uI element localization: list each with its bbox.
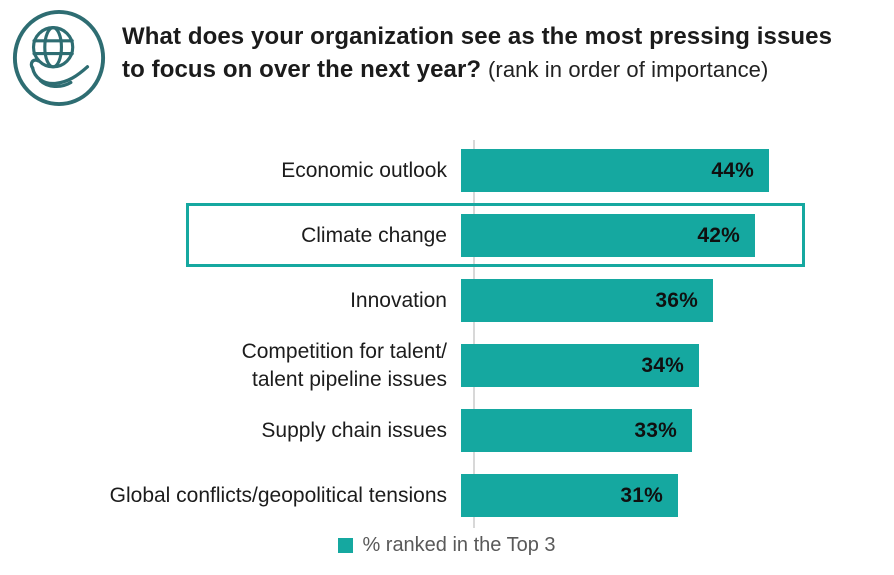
category-label: Innovation xyxy=(350,288,447,312)
value-label: 31% xyxy=(620,483,663,507)
chart-title-line2: to focus on over the next year? xyxy=(122,56,482,84)
chart-row: Economic outlook 44% xyxy=(0,138,894,203)
bar-area: 34% xyxy=(460,344,894,387)
legend-swatch xyxy=(338,538,354,553)
bar: 31% xyxy=(461,474,678,517)
legend: % ranked in the Top 3 xyxy=(0,534,894,557)
category-label: Global conflicts/geopolitical tensions xyxy=(109,483,447,507)
bar-area: 42% xyxy=(460,214,894,257)
chart-row: Climate change 42% xyxy=(0,203,894,268)
bar: 36% xyxy=(461,279,713,322)
category-label: Climate change xyxy=(301,223,447,247)
bar: 33% xyxy=(461,409,692,452)
value-label: 36% xyxy=(655,288,698,312)
globe-in-hand-icon xyxy=(10,8,108,108)
bar-area: 44% xyxy=(460,149,894,192)
bar: 42% xyxy=(461,214,755,257)
chart-rows: Economic outlook 44% Climate change 42% xyxy=(0,138,894,528)
value-label: 34% xyxy=(641,353,684,377)
bar: 34% xyxy=(461,344,699,387)
chart-title-line1: What does your organization see as the m… xyxy=(122,23,833,50)
category-label: Competition for talent/ talent pipeline … xyxy=(241,340,447,391)
category-label: Supply chain issues xyxy=(261,418,447,442)
chart-title-note: (rank in order of importance) xyxy=(487,57,769,83)
axis-baseline xyxy=(473,140,475,528)
bar-chart: Economic outlook 44% Climate change 42% xyxy=(0,138,894,528)
value-label: 42% xyxy=(697,223,740,247)
category-label: Economic outlook xyxy=(281,158,447,182)
chart-title: What does your organization see as the m… xyxy=(122,20,832,86)
header: What does your organization see as the m… xyxy=(10,8,832,108)
bar-area: 31% xyxy=(460,474,894,517)
chart-row: Supply chain issues 33% xyxy=(0,398,894,463)
chart-row: Innovation 36% xyxy=(0,268,894,333)
bar-area: 36% xyxy=(460,279,894,322)
value-label: 33% xyxy=(634,418,677,442)
bar-area: 33% xyxy=(460,409,894,452)
value-label: 44% xyxy=(711,158,754,182)
chart-row: Global conflicts/geopolitical tensions 3… xyxy=(0,463,894,528)
bar: 44% xyxy=(461,149,769,192)
chart-row: Competition for talent/ talent pipeline … xyxy=(0,333,894,398)
legend-label: % ranked in the Top 3 xyxy=(362,534,556,556)
